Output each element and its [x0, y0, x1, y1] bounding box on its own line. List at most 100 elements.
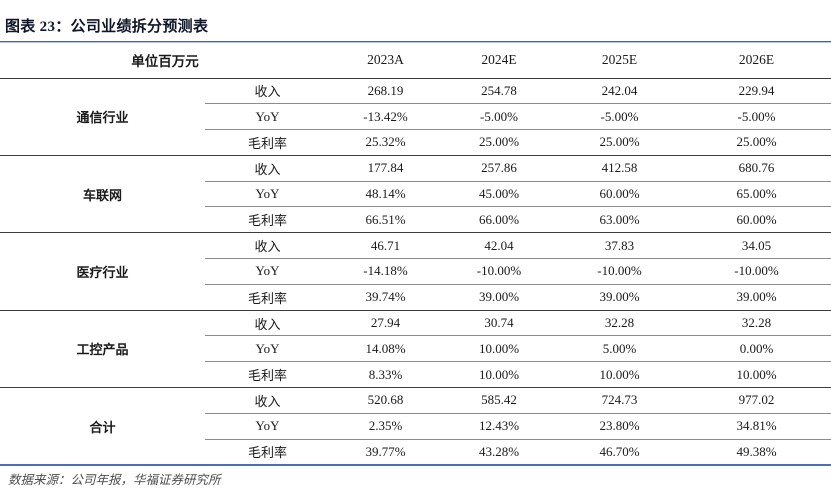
value-cell: 10.00% [441, 361, 557, 389]
table-row: 工控产品 收入 27.94 30.74 32.28 32.28 [0, 310, 831, 389]
unit-header-cell: 单位百万元 [0, 43, 330, 79]
value-cell: 8.33% [330, 361, 441, 389]
value-cell: 25.00% [441, 129, 557, 156]
metric-label-cell: 毛利率 [205, 284, 330, 311]
metric-label-cell: YoY [205, 181, 330, 208]
table-row: 毛利率 66.51% 66.00% 63.00% 60.00% [0, 206, 831, 234]
value-cell: 39.00% [557, 284, 682, 311]
value-cell: 242.04 [557, 78, 682, 105]
value-cell: -5.00% [682, 103, 831, 131]
metric-label-cell: 毛利率 [205, 129, 330, 156]
value-cell: 724.73 [557, 387, 682, 414]
value-cell: 680.76 [682, 155, 831, 182]
segment-name-cell: 通信行业 [0, 78, 205, 156]
table-row: 车联网 收入 177.84 257.86 412.58 680.76 [0, 155, 831, 234]
value-cell: 49.38% [682, 439, 831, 466]
value-cell: 10.00% [557, 361, 682, 389]
value-cell: 60.00% [557, 181, 682, 208]
metric-label-cell: 毛利率 [205, 439, 330, 466]
table-row: 毛利率 8.33% 10.00% 10.00% 10.00% [0, 361, 831, 389]
metric-label-cell: 收入 [205, 232, 330, 260]
table-row: 通信行业 收入 268.19 254.78 242.04 229.94 [0, 78, 831, 156]
metric-label-cell: 收入 [205, 310, 330, 337]
value-cell: 42.04 [441, 232, 557, 260]
table-row: YoY 14.08% 10.00% 5.00% 0.00% [0, 335, 831, 363]
value-cell: 32.28 [557, 310, 682, 337]
table-body: 通信行业 收入 268.19 254.78 242.04 229.94 YoY -13.42%… [0, 78, 831, 466]
table-row: YoY -13.42% -5.00% -5.00% -5.00% [0, 103, 831, 131]
metric-label-cell: YoY [205, 103, 330, 131]
metric-label-cell: YoY [205, 413, 330, 440]
segment-name-cell: 车联网 [0, 155, 205, 234]
table-row: YoY -14.18% -10.00% -10.00% -10.00% [0, 258, 831, 285]
value-cell: 34.81% [682, 413, 831, 440]
table-row: 医疗行业 收入 46.71 42.04 37.83 34.05 [0, 232, 831, 311]
value-cell: -5.00% [557, 103, 682, 131]
value-cell: -10.00% [682, 258, 831, 285]
value-cell: 177.84 [330, 155, 441, 182]
segment-name-cell: 合计 [0, 387, 205, 466]
value-cell: 48.14% [330, 181, 441, 208]
metric-label-cell: 收入 [205, 387, 330, 414]
value-cell: 39.00% [441, 284, 557, 311]
value-cell: 63.00% [557, 206, 682, 234]
value-cell: 257.86 [441, 155, 557, 182]
value-cell: 520.68 [330, 387, 441, 414]
table-row: 毛利率 25.32% 25.00% 25.00% 25.00% [0, 129, 831, 156]
value-cell: -14.18% [330, 258, 441, 285]
value-cell: 32.28 [682, 310, 831, 337]
value-cell: 23.80% [557, 413, 682, 440]
value-cell: 254.78 [441, 78, 557, 105]
value-cell: -13.42% [330, 103, 441, 131]
value-cell: 229.94 [682, 78, 831, 105]
value-cell: 37.83 [557, 232, 682, 260]
value-cell: 39.74% [330, 284, 441, 311]
table-row: 合计 收入 520.68 585.42 724.73 977.02 [0, 387, 831, 466]
value-cell: 46.70% [557, 439, 682, 466]
value-cell: 34.05 [682, 232, 831, 260]
value-cell: 30.74 [441, 310, 557, 337]
table-header-row: 单位百万元 2023A 2024E 2025E 2026E [0, 43, 831, 79]
value-cell: 39.77% [330, 439, 441, 466]
figure-title: 图表 23：公司业绩拆分预测表 [5, 19, 209, 35]
metric-label-cell: 收入 [205, 155, 330, 182]
metric-label-cell: YoY [205, 258, 330, 285]
value-cell: 25.32% [330, 129, 441, 156]
value-cell: 12.43% [441, 413, 557, 440]
column-header-2024e: 2024E [441, 43, 557, 79]
value-cell: -10.00% [557, 258, 682, 285]
value-cell: 43.28% [441, 439, 557, 466]
table-row: YoY 48.14% 45.00% 60.00% 65.00% [0, 181, 831, 208]
table-row: 毛利率 39.77% 43.28% 46.70% 49.38% [0, 439, 831, 466]
value-cell: 46.71 [330, 232, 441, 260]
segment-name-cell: 工控产品 [0, 310, 205, 389]
value-cell: 977.02 [682, 387, 831, 414]
metric-label-cell: 毛利率 [205, 361, 330, 389]
value-cell: -10.00% [441, 258, 557, 285]
table-row: 毛利率 39.74% 39.00% 39.00% 39.00% [0, 284, 831, 311]
value-cell: 66.00% [441, 206, 557, 234]
value-cell: 66.51% [330, 206, 441, 234]
value-cell: -5.00% [441, 103, 557, 131]
value-cell: 25.00% [557, 129, 682, 156]
metric-label-cell: 收入 [205, 78, 330, 105]
value-cell: 0.00% [682, 335, 831, 363]
metric-label-cell: 毛利率 [205, 206, 330, 234]
forecast-table: 单位百万元 2023A 2024E 2025E 2026E 通信行业 收入 268.… [0, 43, 831, 466]
value-cell: 10.00% [682, 361, 831, 389]
value-cell: 65.00% [682, 181, 831, 208]
value-cell: 14.08% [330, 335, 441, 363]
column-header-2023a: 2023A [330, 43, 441, 79]
value-cell: 39.00% [682, 284, 831, 311]
data-source-note: 数据来源：公司年报，华福证券研究所 [8, 472, 221, 487]
value-cell: 412.58 [557, 155, 682, 182]
title-divider-rule [0, 41, 831, 43]
column-header-2025e: 2025E [557, 43, 682, 79]
value-cell: 268.19 [330, 78, 441, 105]
column-header-2026e: 2026E [682, 43, 831, 79]
value-cell: 27.94 [330, 310, 441, 337]
value-cell: 10.00% [441, 335, 557, 363]
value-cell: 2.35% [330, 413, 441, 440]
segment-name-cell: 医疗行业 [0, 232, 205, 311]
metric-label-cell: YoY [205, 335, 330, 363]
